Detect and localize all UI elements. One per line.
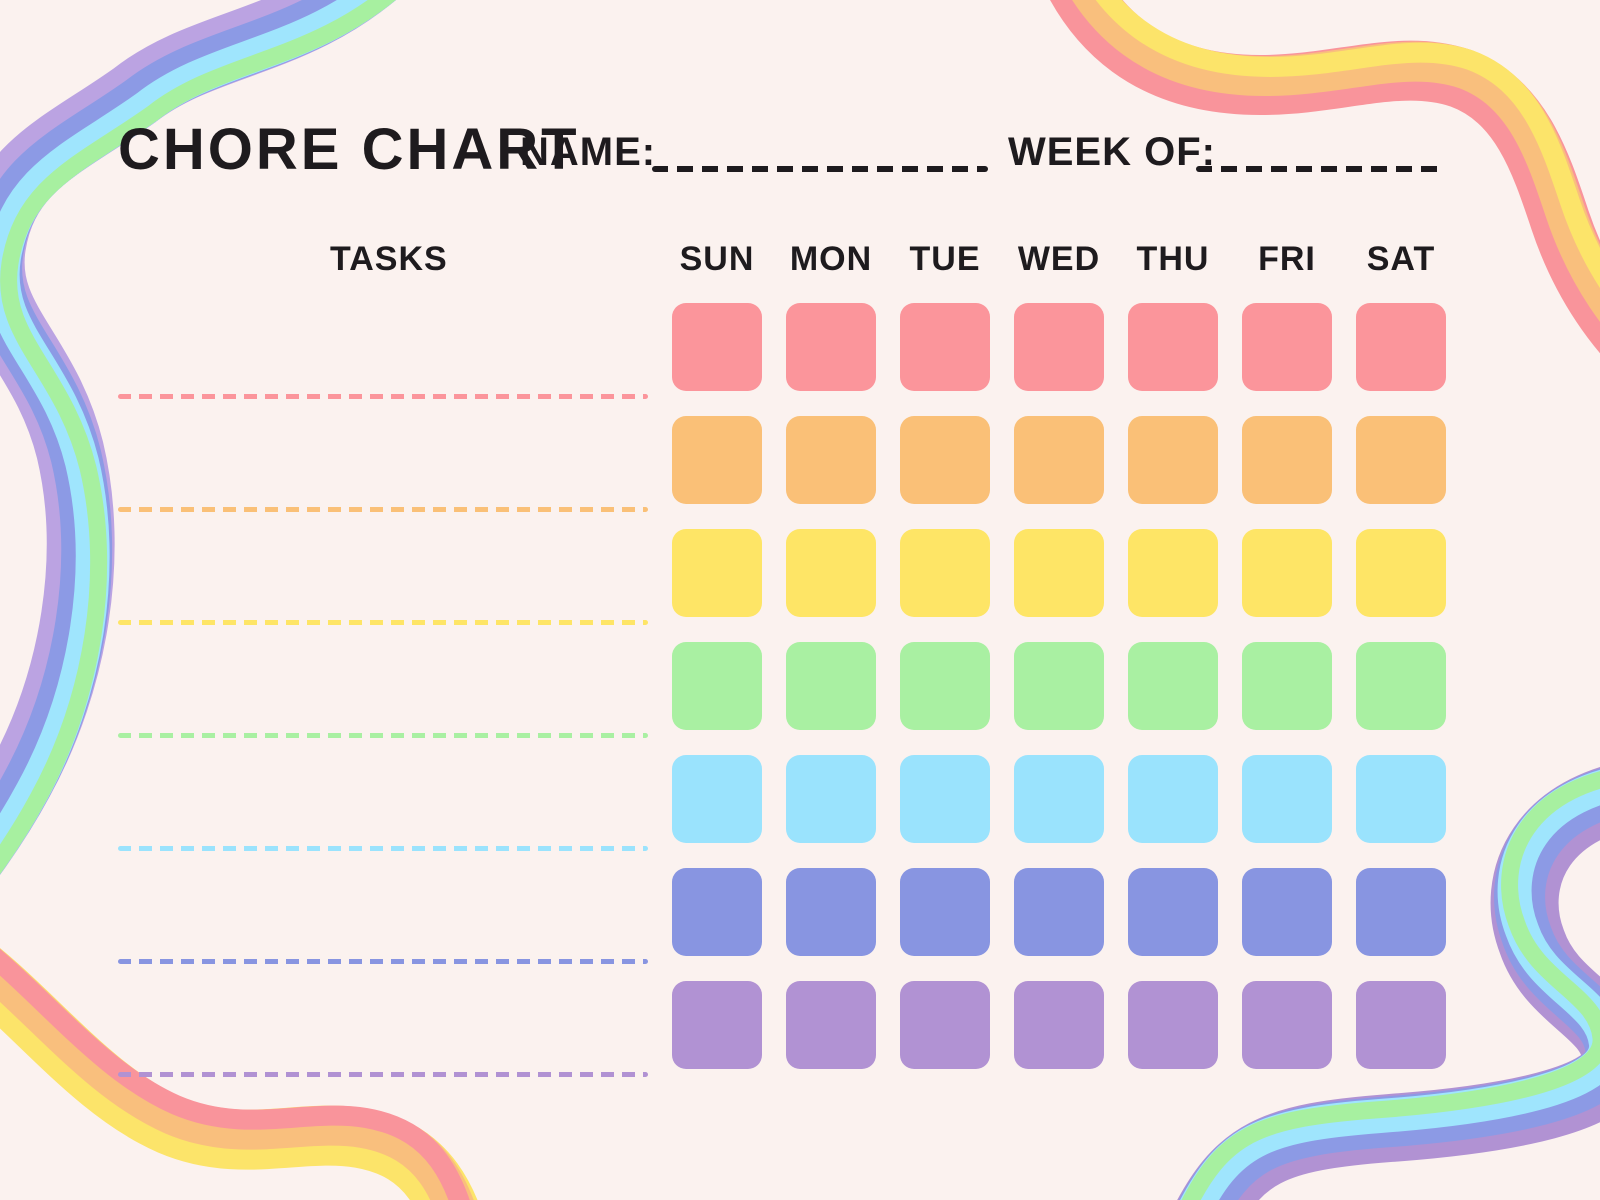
grid-cell-row5-thu[interactable] <box>1128 755 1218 843</box>
grid-cell-row5-fri[interactable] <box>1242 755 1332 843</box>
grid-cell-row1-tue[interactable] <box>900 303 990 391</box>
grid-cell-row7-sat[interactable] <box>1356 981 1446 1069</box>
grid-cell-row2-fri[interactable] <box>1242 416 1332 504</box>
task-input-line-7[interactable] <box>118 1072 648 1077</box>
grid-cell-row2-tue[interactable] <box>900 416 990 504</box>
grid-cell-row1-mon[interactable] <box>786 303 876 391</box>
grid-cell-row7-mon[interactable] <box>786 981 876 1069</box>
task-input-line-3[interactable] <box>118 620 648 625</box>
grid-cell-row4-thu[interactable] <box>1128 642 1218 730</box>
day-header-tue: TUE <box>909 240 981 278</box>
grid-cell-row1-wed[interactable] <box>1014 303 1104 391</box>
grid-cell-row1-sat[interactable] <box>1356 303 1446 391</box>
grid-cell-row5-sat[interactable] <box>1356 755 1446 843</box>
grid-cell-row2-sat[interactable] <box>1356 416 1446 504</box>
grid-cell-row4-fri[interactable] <box>1242 642 1332 730</box>
grid-cell-row6-mon[interactable] <box>786 868 876 956</box>
grid-cell-row4-wed[interactable] <box>1014 642 1104 730</box>
day-header-mon: MON <box>789 240 873 278</box>
grid-cell-row1-sun[interactable] <box>672 303 762 391</box>
grid-cell-row4-sat[interactable] <box>1356 642 1446 730</box>
grid-cell-row2-mon[interactable] <box>786 416 876 504</box>
grid-cell-row3-thu[interactable] <box>1128 529 1218 617</box>
tasks-column-header: TASKS <box>330 240 448 278</box>
day-header-thu: THU <box>1136 240 1210 278</box>
grid-cell-row7-wed[interactable] <box>1014 981 1104 1069</box>
grid-cell-row2-wed[interactable] <box>1014 416 1104 504</box>
grid-cell-row6-thu[interactable] <box>1128 868 1218 956</box>
grid-cell-row3-tue[interactable] <box>900 529 990 617</box>
grid-cell-row6-tue[interactable] <box>900 868 990 956</box>
grid-cell-row6-wed[interactable] <box>1014 868 1104 956</box>
grid-cell-row3-wed[interactable] <box>1014 529 1104 617</box>
day-header-sat: SAT <box>1366 240 1436 278</box>
grid-cell-row1-thu[interactable] <box>1128 303 1218 391</box>
name-input-line[interactable] <box>652 166 988 172</box>
grid-cell-row1-fri[interactable] <box>1242 303 1332 391</box>
grid-cell-row6-fri[interactable] <box>1242 868 1332 956</box>
grid-cell-row5-sun[interactable] <box>672 755 762 843</box>
task-input-line-1[interactable] <box>118 394 648 399</box>
grid-cell-row5-mon[interactable] <box>786 755 876 843</box>
grid-cell-row7-fri[interactable] <box>1242 981 1332 1069</box>
day-header-sun: SUN <box>679 240 755 278</box>
grid-cell-row4-tue[interactable] <box>900 642 990 730</box>
grid-cell-row5-tue[interactable] <box>900 755 990 843</box>
task-input-line-6[interactable] <box>118 959 648 964</box>
grid-cell-row7-sun[interactable] <box>672 981 762 1069</box>
chore-grid <box>672 303 1446 1069</box>
grid-cell-row2-thu[interactable] <box>1128 416 1218 504</box>
page-title: CHORE CHART <box>118 117 580 182</box>
grid-cell-row6-sat[interactable] <box>1356 868 1446 956</box>
day-header-fri: FRI <box>1258 240 1316 278</box>
day-header-row: SUN MON TUE WED THU FRI SAT <box>0 240 1600 280</box>
grid-cell-row5-wed[interactable] <box>1014 755 1104 843</box>
task-input-line-5[interactable] <box>118 846 648 851</box>
grid-cell-row2-sun[interactable] <box>672 416 762 504</box>
day-header-wed: WED <box>1017 240 1101 278</box>
grid-cell-row6-sun[interactable] <box>672 868 762 956</box>
task-input-line-2[interactable] <box>118 507 648 512</box>
week-of-label: WEEK OF: <box>1008 130 1216 174</box>
week-of-input-line[interactable] <box>1196 166 1440 172</box>
grid-cell-row3-sat[interactable] <box>1356 529 1446 617</box>
task-input-line-4[interactable] <box>118 733 648 738</box>
grid-cell-row4-sun[interactable] <box>672 642 762 730</box>
name-label: NAME: <box>520 130 657 174</box>
grid-cell-row4-mon[interactable] <box>786 642 876 730</box>
grid-cell-row7-thu[interactable] <box>1128 981 1218 1069</box>
grid-cell-row3-mon[interactable] <box>786 529 876 617</box>
grid-cell-row7-tue[interactable] <box>900 981 990 1069</box>
grid-cell-row3-fri[interactable] <box>1242 529 1332 617</box>
grid-cell-row3-sun[interactable] <box>672 529 762 617</box>
